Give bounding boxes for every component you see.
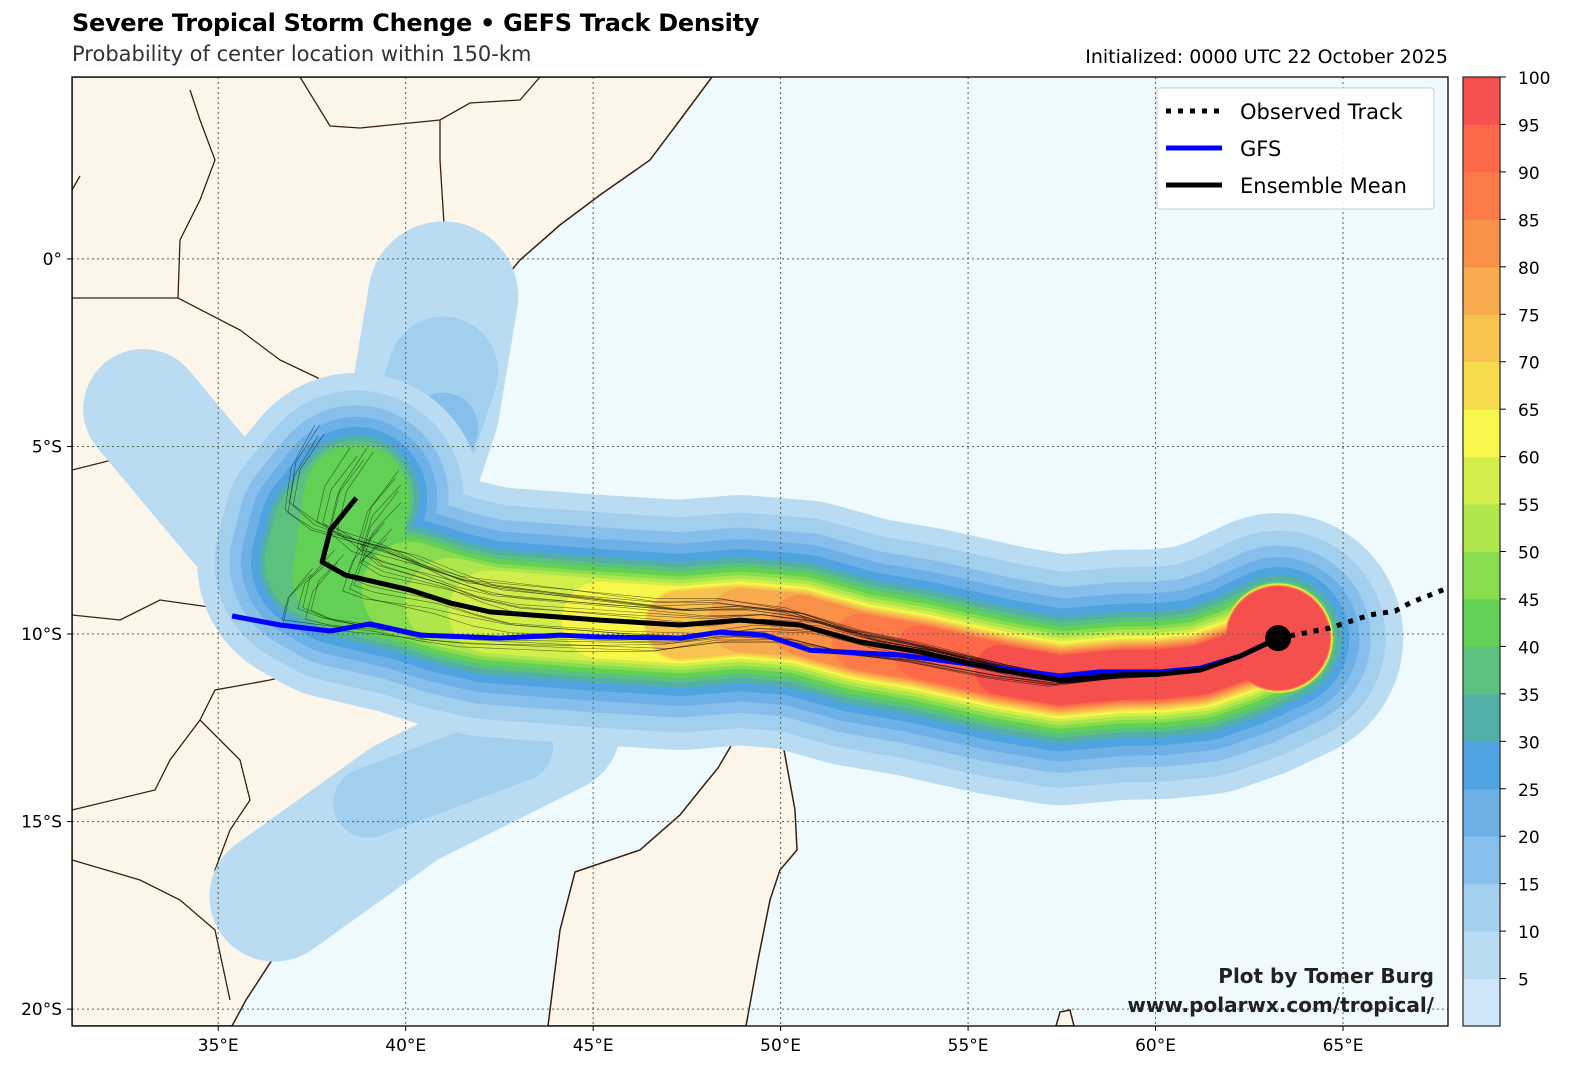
colorbar-segment — [1463, 551, 1500, 600]
legend-gfs-label: GFS — [1240, 137, 1281, 161]
colorbar-segment — [1463, 836, 1500, 885]
watermark-url: www.polarwx.com/tropical/ — [1127, 993, 1434, 1017]
colorbar-segment — [1463, 693, 1500, 742]
map-frame — [71, 76, 1449, 1027]
observed-track-line — [1277, 585, 1448, 641]
legend: Observed Track GFS Ensemble Mean — [1156, 87, 1435, 210]
lat-tick-label: 20°S — [21, 1000, 62, 1020]
colorbar-tick-label: 65 — [1518, 401, 1540, 421]
watermark-credit: Plot by Tomer Burg — [1218, 964, 1434, 988]
colorbar-segment — [1463, 646, 1500, 695]
initialized-time: Initialized: 0000 UTC 22 October 2025 — [1085, 46, 1448, 68]
colorbar-segment — [1463, 504, 1500, 552]
colorbar-tick-label: 90 — [1518, 164, 1540, 184]
colorbar-segment — [1463, 77, 1500, 125]
colorbar-tick-label: 10 — [1518, 923, 1540, 943]
colorbar-segment — [1463, 361, 1500, 410]
lon-tick-label: 65°E — [1323, 1036, 1364, 1056]
colorbar-tick-label: 45 — [1518, 591, 1540, 611]
lon-tick-label: 50°E — [760, 1036, 801, 1056]
colorbar-tick-label: 40 — [1518, 638, 1540, 658]
lat-tick-label: 0° — [43, 250, 62, 270]
lat-tick-label: 5°S — [32, 437, 62, 457]
chart-subtitle: Probability of center location within 15… — [72, 42, 532, 66]
chart-title: Severe Tropical Storm Chenge • GEFS Trac… — [72, 9, 760, 37]
current-position-marker — [1265, 625, 1292, 652]
colorbar-segment — [1463, 883, 1500, 932]
colorbar-segment — [1463, 314, 1500, 363]
lat-tick-label: 10°S — [21, 625, 62, 645]
colorbar-tick-label: 85 — [1518, 211, 1540, 231]
legend-mean-label: Ensemble Mean — [1240, 174, 1407, 198]
lon-tick-label: 60°E — [1135, 1036, 1176, 1056]
colorbar-tick-label: 60 — [1518, 449, 1540, 469]
colorbar-tick-label: 95 — [1518, 116, 1540, 136]
colorbar-segment — [1463, 741, 1500, 790]
colorbar-segment — [1463, 219, 1500, 268]
density-lobe — [333, 711, 554, 838]
lon-tick-label: 55°E — [948, 1036, 989, 1056]
lon-tick-label: 40°E — [385, 1036, 426, 1056]
colorbar-segment — [1463, 788, 1500, 837]
mascarene-island — [1055, 1009, 1075, 1026]
colorbar-tick-label: 80 — [1518, 259, 1540, 279]
gridlines — [72, 77, 1448, 1026]
colorbar-tick-label: 15 — [1518, 876, 1540, 896]
colorbar-tick-label: 100 — [1518, 69, 1550, 89]
axis-ticks: 35°E 40°E 45°E 50°E 55°E 60°E 65°E 0° 5°S 10°S 15°… — [21, 250, 1363, 1056]
colorbar-tick-label: 25 — [1518, 781, 1540, 801]
lon-tick-label: 35°E — [198, 1036, 239, 1056]
colorbar-segment — [1463, 931, 1500, 980]
colorbar-tick-label: 75 — [1518, 306, 1540, 326]
lon-tick-label: 45°E — [573, 1036, 614, 1056]
lat-tick-label: 15°S — [21, 813, 62, 833]
colorbar-segment — [1463, 171, 1500, 220]
ensemble-mean-track-line — [319, 496, 1280, 683]
colorbar-segment — [1463, 266, 1500, 315]
colorbar-segment — [1463, 124, 1500, 173]
colorbar-segment — [1463, 409, 1500, 458]
colorbar-tick-label: 55 — [1518, 496, 1540, 516]
legend-observed-label: Observed Track — [1240, 100, 1403, 124]
colorbar-segment — [1463, 978, 1500, 1027]
colorbar-tick-label: 20 — [1518, 828, 1540, 848]
colorbar-tick-label: 70 — [1518, 354, 1540, 374]
colorbar-tick-label: 30 — [1518, 733, 1540, 753]
colorbar-segment — [1463, 456, 1500, 505]
colorbar-tick-label: 5 — [1518, 971, 1529, 991]
madagascar-landmass — [547, 711, 798, 1026]
colorbar-tick-label: 35 — [1518, 686, 1540, 706]
colorbar-segment — [1463, 598, 1500, 647]
colorbar-tick-label: 50 — [1518, 544, 1540, 564]
colorbar: 5 10 15 20 25 30 35 40 45 50 55 60 65 70 75 80 85 90 95 100 — [1462, 69, 1550, 1027]
